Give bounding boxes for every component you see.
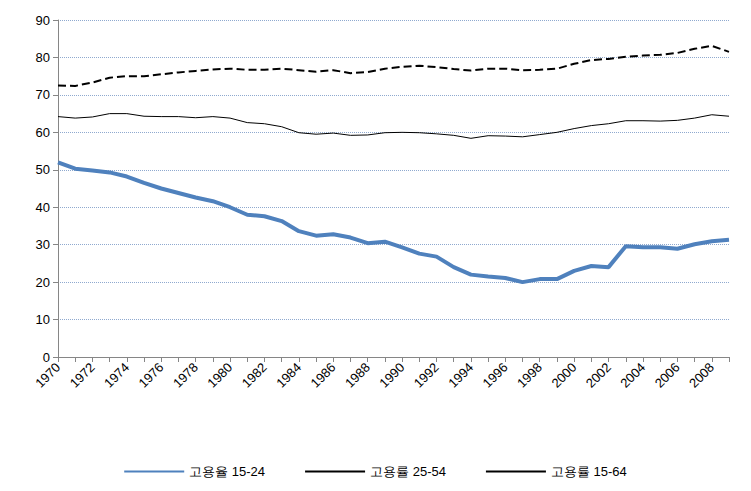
svg-text:1990: 1990: [376, 360, 407, 391]
svg-text:0: 0: [42, 349, 50, 365]
svg-text:2006: 2006: [652, 360, 683, 391]
svg-text:1996: 1996: [480, 360, 511, 391]
svg-text:1970: 1970: [32, 360, 63, 391]
svg-text:1974: 1974: [101, 360, 132, 391]
svg-text:1972: 1972: [67, 360, 98, 391]
svg-text:1986: 1986: [308, 360, 339, 391]
svg-text:60: 60: [36, 125, 50, 140]
svg-text:1988: 1988: [342, 360, 373, 391]
svg-text:10: 10: [36, 312, 50, 327]
svg-text:고용율 15-24: 고용율 15-24: [189, 464, 265, 479]
svg-text:고용률 25-54: 고용률 25-54: [370, 464, 446, 479]
svg-text:20: 20: [36, 275, 50, 290]
svg-text:1980: 1980: [204, 360, 235, 391]
svg-text:1994: 1994: [445, 360, 476, 391]
svg-text:90: 90: [36, 13, 50, 28]
svg-text:1998: 1998: [514, 360, 545, 391]
svg-text:70: 70: [36, 87, 50, 102]
svg-text:2002: 2002: [583, 360, 614, 391]
svg-text:30: 30: [36, 237, 50, 252]
svg-text:80: 80: [36, 50, 50, 65]
svg-text:50: 50: [36, 162, 50, 177]
svg-text:고용률 15-64: 고용률 15-64: [551, 464, 627, 479]
svg-text:2004: 2004: [617, 360, 648, 391]
svg-text:2008: 2008: [686, 360, 717, 391]
svg-text:1978: 1978: [170, 360, 201, 391]
svg-text:1984: 1984: [273, 360, 304, 391]
svg-text:1976: 1976: [135, 360, 166, 391]
svg-text:1992: 1992: [411, 360, 442, 391]
svg-text:1982: 1982: [239, 360, 270, 391]
svg-text:2000: 2000: [548, 360, 579, 391]
svg-text:40: 40: [36, 200, 50, 215]
